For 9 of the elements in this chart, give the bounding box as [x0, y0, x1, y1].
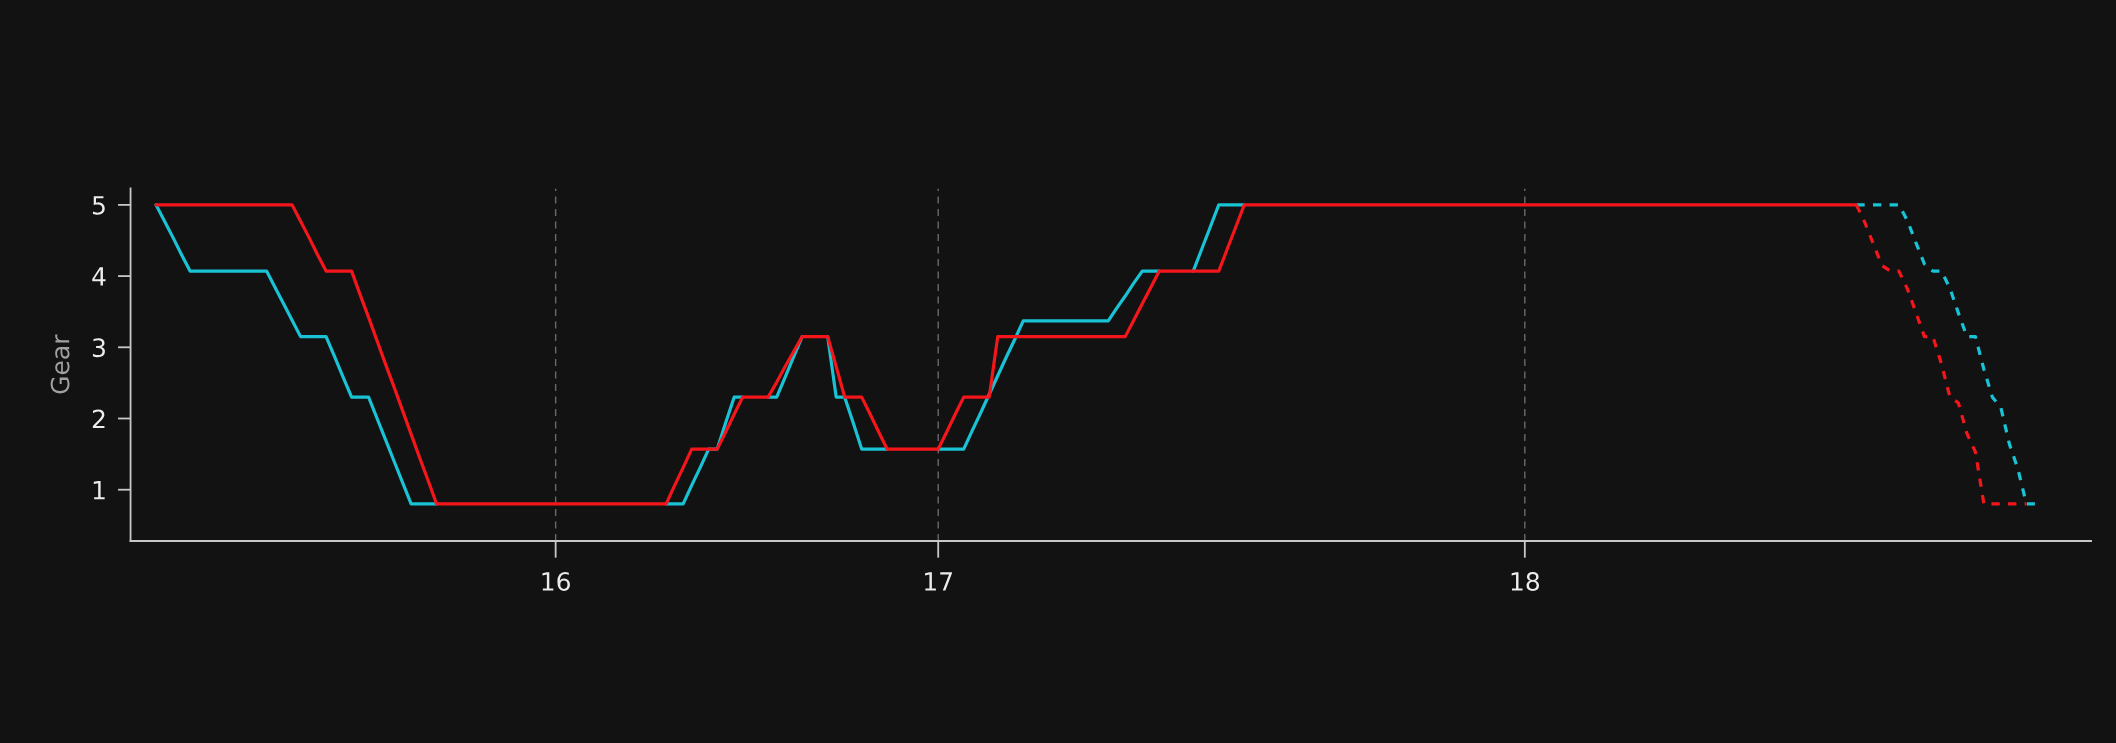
x-tick-label: 18 [1511, 571, 1540, 591]
y-tick-label: 2 [92, 409, 105, 428]
y-axis-title: Gear [50, 334, 70, 394]
y-tick-label: 5 [92, 196, 105, 215]
y-tick-label: 1 [93, 480, 105, 500]
y-tick-label: 4 [92, 267, 106, 286]
x-tick-label: 17 [925, 572, 952, 591]
x-tick-label: 16 [542, 571, 570, 591]
y-tick-label: 3 [92, 338, 105, 358]
